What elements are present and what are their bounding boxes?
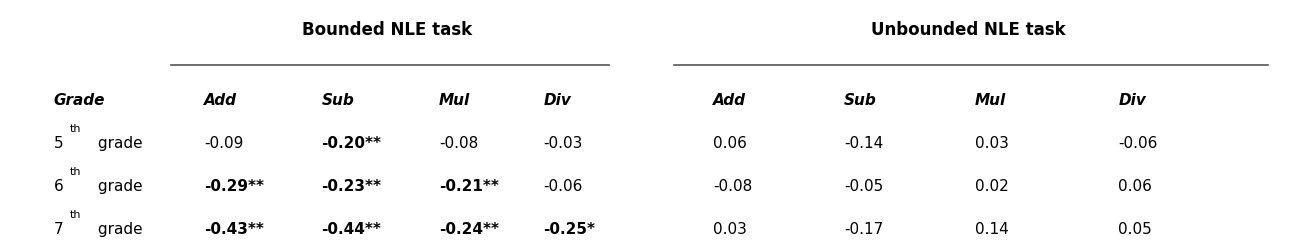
Text: Mul: Mul	[439, 93, 470, 108]
Text: 0.03: 0.03	[713, 222, 747, 236]
Text: 0.03: 0.03	[974, 136, 1008, 151]
Text: Grade: Grade	[54, 93, 105, 108]
Text: -0.17: -0.17	[844, 222, 884, 236]
Text: -0.03: -0.03	[543, 136, 583, 151]
Text: -0.08: -0.08	[713, 179, 753, 194]
Text: th: th	[69, 167, 81, 177]
Text: -0.05: -0.05	[844, 179, 884, 194]
Text: 0.06: 0.06	[1118, 179, 1152, 194]
Text: grade: grade	[93, 136, 143, 151]
Text: 6: 6	[54, 179, 63, 194]
Text: -0.21**: -0.21**	[439, 179, 499, 194]
Text: 7: 7	[54, 222, 63, 236]
Text: Div: Div	[543, 93, 571, 108]
Text: Add: Add	[204, 93, 237, 108]
Text: Sub: Sub	[844, 93, 877, 108]
Text: 0.06: 0.06	[713, 136, 747, 151]
Text: -0.25*: -0.25*	[543, 222, 596, 236]
Text: -0.08: -0.08	[439, 136, 478, 151]
Text: 5: 5	[54, 136, 63, 151]
Text: Add: Add	[713, 93, 746, 108]
Text: th: th	[69, 210, 81, 220]
Text: 0.14: 0.14	[974, 222, 1008, 236]
Text: -0.14: -0.14	[844, 136, 884, 151]
Text: Bounded NLE task: Bounded NLE task	[301, 21, 471, 39]
Text: -0.44**: -0.44**	[322, 222, 381, 236]
Text: grade: grade	[93, 222, 143, 236]
Text: -0.09: -0.09	[204, 136, 243, 151]
Text: -0.20**: -0.20**	[322, 136, 381, 151]
Text: -0.06: -0.06	[1118, 136, 1157, 151]
Text: -0.24**: -0.24**	[439, 222, 499, 236]
Text: grade: grade	[93, 179, 143, 194]
Text: -0.23**: -0.23**	[322, 179, 381, 194]
Text: 0.05: 0.05	[1118, 222, 1152, 236]
Text: Sub: Sub	[322, 93, 355, 108]
Text: -0.29**: -0.29**	[204, 179, 264, 194]
Text: -0.06: -0.06	[543, 179, 583, 194]
Text: Unbounded NLE task: Unbounded NLE task	[870, 21, 1066, 39]
Text: Mul: Mul	[974, 93, 1005, 108]
Text: Div: Div	[1118, 93, 1147, 108]
Text: -0.43**: -0.43**	[204, 222, 263, 236]
Text: th: th	[69, 124, 81, 134]
Text: 0.02: 0.02	[974, 179, 1008, 194]
